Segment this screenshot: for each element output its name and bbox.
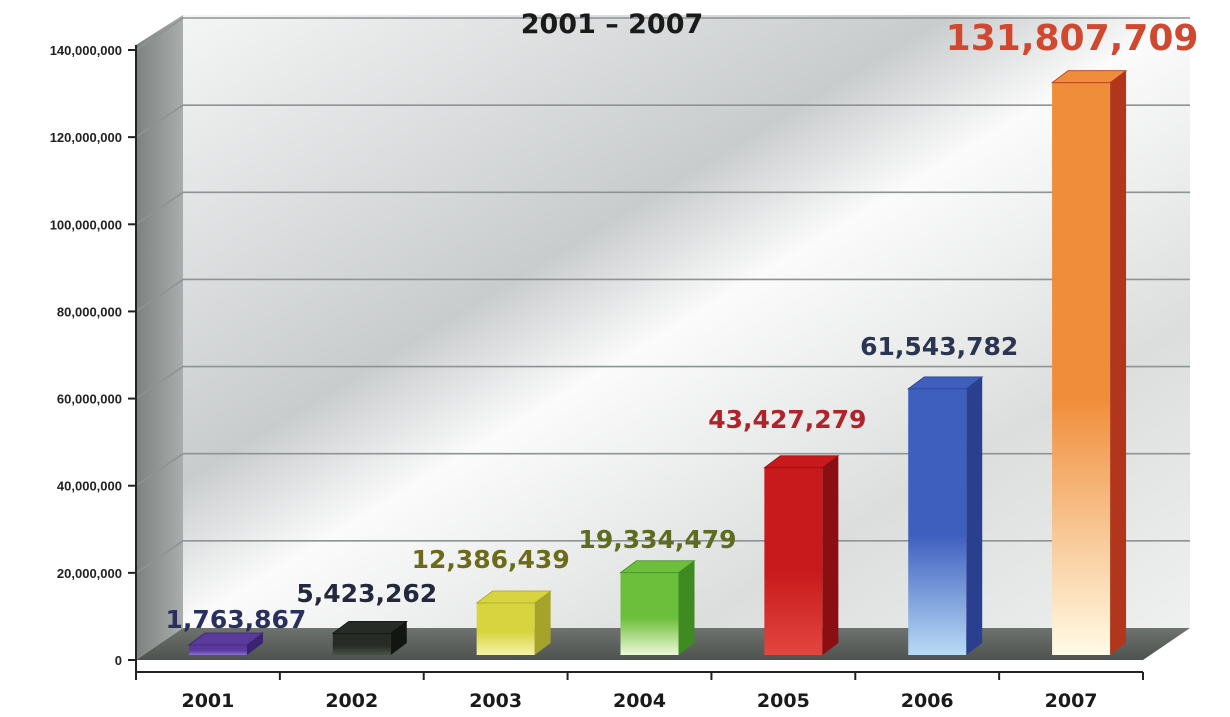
bar-top	[763, 455, 840, 469]
data-label-2006: 61,543,782	[860, 332, 1018, 361]
bar-side	[1110, 70, 1127, 655]
bar-2006	[907, 376, 984, 655]
x-tick-label: 2006	[901, 690, 954, 712]
y-tick-label: 120,000,000	[50, 130, 122, 145]
x-tick-label: 2002	[325, 690, 378, 712]
bar-front	[620, 572, 679, 655]
y-tick-label: 0	[115, 653, 122, 668]
bar-side	[246, 633, 263, 655]
data-label-2004: 19,334,479	[578, 525, 736, 554]
bar-top	[619, 560, 696, 574]
gridline	[135, 540, 1190, 574]
x-tick-label: 2007	[1045, 690, 1098, 712]
bar-2002	[331, 620, 408, 655]
bar-2007	[1050, 70, 1128, 655]
bar-2005	[763, 455, 840, 655]
bar-2001	[187, 632, 265, 655]
bars	[187, 70, 1128, 655]
bar-side	[822, 455, 839, 655]
bar-front	[1052, 82, 1111, 655]
x-tick-label: 2004	[613, 690, 666, 712]
bar-2003	[475, 590, 552, 655]
gridline	[135, 452, 1190, 487]
bar-side	[966, 376, 983, 655]
bar-top	[475, 590, 552, 604]
y-axis: 0 20,000,000 40,000,000 60,000,000 80,000,00…	[50, 43, 137, 672]
bar-side	[678, 560, 695, 655]
chart-side-wall	[136, 15, 183, 660]
chart-title: 2001 – 2007	[521, 9, 704, 40]
data-label-2007: 131,807,709	[946, 18, 1199, 59]
gridline	[135, 365, 1190, 400]
bar-top	[907, 376, 984, 390]
y-tick-label: 60,000,000	[57, 392, 122, 407]
bar-top	[187, 632, 265, 646]
gridlines	[135, 17, 1190, 574]
gridline	[135, 104, 1190, 138]
y-tick-label: 20,000,000	[57, 566, 122, 581]
y-tick-label: 140,000,000	[50, 43, 122, 58]
x-axis: 2001 2002 2003 2004 2005 2006 2007	[135, 671, 1144, 712]
bar-front	[332, 633, 391, 655]
bar-top	[331, 620, 408, 634]
x-tick-label: 2005	[757, 690, 810, 712]
bar-front	[188, 645, 247, 655]
bar-top	[1050, 70, 1128, 84]
y-tick-label: 40,000,000	[57, 479, 122, 494]
bar-front	[908, 388, 967, 655]
gridline	[135, 191, 1190, 225]
bar-front	[764, 467, 823, 655]
data-label-2003: 12,386,439	[412, 545, 570, 574]
bar-side	[390, 621, 407, 655]
y-tick-label: 100,000,000	[50, 217, 122, 232]
x-tick-label: 2003	[469, 690, 522, 712]
gridline	[135, 278, 1190, 313]
bar-front	[476, 603, 535, 655]
y-tick-label: 80,000,000	[57, 304, 122, 319]
bar-2004	[619, 560, 696, 655]
gridline	[135, 17, 1190, 51]
data-label-2005: 43,427,279	[708, 405, 866, 434]
bar-side	[534, 591, 551, 655]
data-label-2002: 5,423,262	[296, 579, 437, 608]
x-tick-label: 2001	[181, 690, 234, 712]
data-label-2001: 1,763,867	[166, 605, 307, 634]
